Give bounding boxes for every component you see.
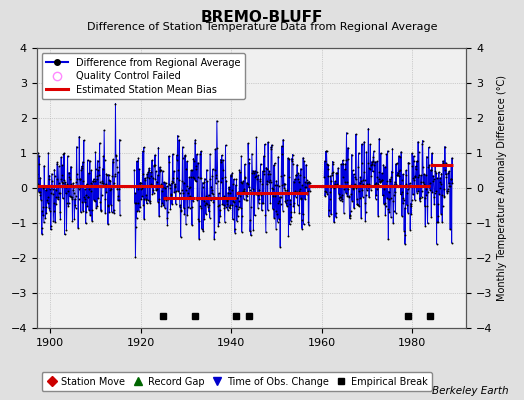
Text: Difference of Station Temperature Data from Regional Average: Difference of Station Temperature Data f… bbox=[87, 22, 437, 32]
Text: BREMO-BLUFF: BREMO-BLUFF bbox=[201, 10, 323, 25]
Text: Berkeley Earth: Berkeley Earth bbox=[432, 386, 508, 396]
Legend: Station Move, Record Gap, Time of Obs. Change, Empirical Break: Station Move, Record Gap, Time of Obs. C… bbox=[41, 372, 432, 391]
Legend: Difference from Regional Average, Quality Control Failed, Estimated Station Mean: Difference from Regional Average, Qualit… bbox=[41, 53, 245, 99]
Y-axis label: Monthly Temperature Anomaly Difference (°C): Monthly Temperature Anomaly Difference (… bbox=[497, 75, 507, 301]
